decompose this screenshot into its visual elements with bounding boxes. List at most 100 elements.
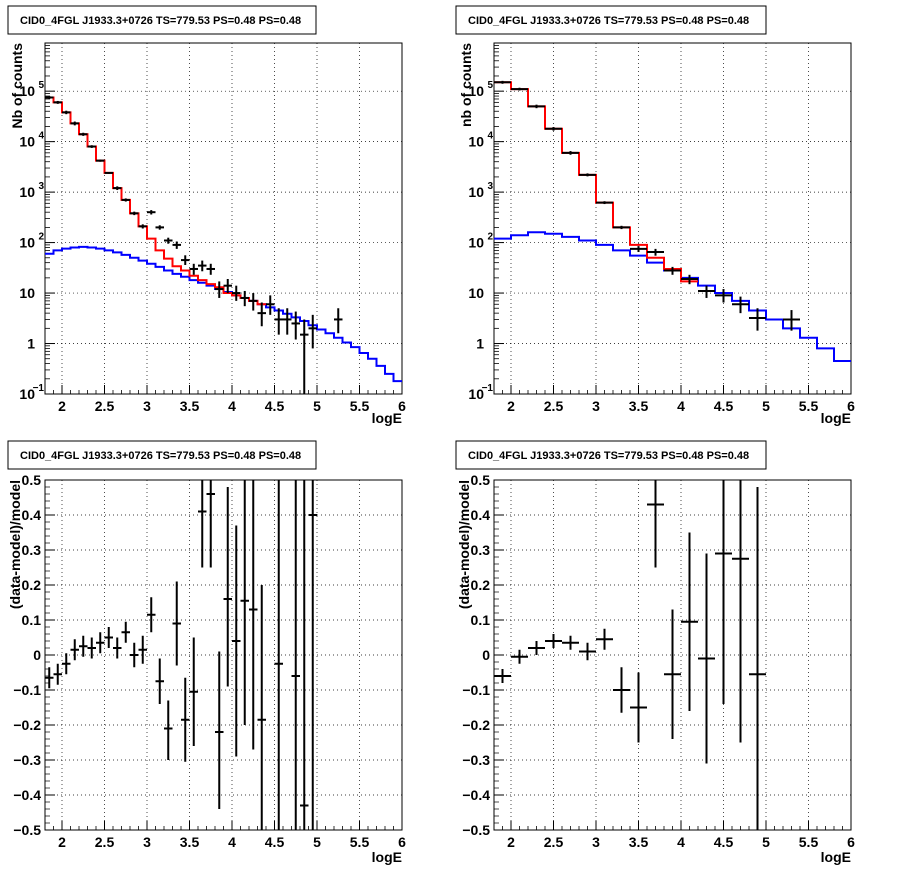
x-tick-label: 2 xyxy=(507,398,515,414)
y-tick-label: 10 xyxy=(19,285,35,301)
data-point xyxy=(732,296,749,314)
data-point xyxy=(308,314,317,349)
data-point xyxy=(511,87,528,91)
data-point xyxy=(749,308,766,331)
data-point xyxy=(172,581,181,666)
data-point xyxy=(240,290,249,307)
data-point xyxy=(53,663,62,685)
data-point xyxy=(206,263,215,275)
data-point xyxy=(87,637,96,659)
y-tick-label: 0.3 xyxy=(22,542,42,558)
x-tick-label: 5 xyxy=(762,398,770,414)
grid xyxy=(45,479,403,831)
data-point xyxy=(181,677,190,762)
data-point xyxy=(155,225,164,230)
data-point xyxy=(121,621,130,643)
grid xyxy=(45,43,403,395)
x-tick-label: 6 xyxy=(847,398,855,414)
y-tick-label: −0.1 xyxy=(13,682,41,698)
data-point xyxy=(147,597,156,633)
data-point xyxy=(596,628,613,650)
y-tick-label: −0.2 xyxy=(462,717,490,733)
x-tick-label: 4 xyxy=(677,398,685,414)
x-tick-label: 3.5 xyxy=(629,834,649,850)
y-tick-label: 10 xyxy=(19,134,35,150)
total-model-histogram xyxy=(494,81,698,283)
background-model-line xyxy=(494,231,851,363)
y-tick-label: 10 xyxy=(468,285,484,301)
x-tick-label: 3 xyxy=(143,834,151,850)
y-tick-label: 10 xyxy=(19,184,35,200)
x-tick-label: 3.5 xyxy=(180,834,200,850)
y-tick-label: 10 xyxy=(19,386,35,402)
x-axis-label: logE xyxy=(821,849,851,865)
data-point xyxy=(681,274,698,285)
x-tick-label: 6 xyxy=(398,834,406,850)
data-point xyxy=(70,639,79,661)
x-tick-label: 3.5 xyxy=(629,398,649,414)
y-tick-exponent: 3 xyxy=(487,181,493,192)
data-point xyxy=(87,145,96,148)
data-point xyxy=(147,210,156,215)
y-tick-label: 10 xyxy=(468,386,484,402)
x-tick-label: 3 xyxy=(143,398,151,414)
panel-counts-right: CID0_4FGL J1933.3+0726 TS=779.53 PS=0.48… xyxy=(455,5,855,426)
y-tick-exponent: 4 xyxy=(487,131,493,142)
x-ticks: 2 2.5 3 3.5 4 4.5 5 5.5 6 xyxy=(53,821,406,850)
x-tick-label: 5 xyxy=(313,834,321,850)
data-point xyxy=(181,255,190,265)
y-tick-exponent: 2 xyxy=(487,232,493,243)
data-point xyxy=(215,281,224,298)
data-point xyxy=(189,263,198,275)
y-tick-label: 10 xyxy=(468,184,484,200)
y-tick-label: 0.1 xyxy=(22,612,42,628)
panel-residuals-right: CID0_4FGL J1933.3+0726 TS=779.53 PS=0.48… xyxy=(455,440,855,865)
data-point xyxy=(198,480,207,568)
data-point xyxy=(164,700,173,760)
data-point xyxy=(113,186,122,191)
y-tick-label: 0 xyxy=(33,647,41,663)
y-tick-exponent: 5 xyxy=(38,80,44,91)
data-point xyxy=(138,635,147,664)
y-tick-label: 1 xyxy=(27,336,35,352)
panel-counts-left: CID0_4FGL J1933.3+0726 TS=779.53 PS=0.48… xyxy=(7,5,406,426)
data-point xyxy=(45,667,54,689)
x-tick-label: 5.5 xyxy=(799,834,819,850)
x-tick-label: 3 xyxy=(592,398,600,414)
data-point xyxy=(130,211,139,216)
background-model-histogram xyxy=(45,245,402,383)
x-tick-label: 2.5 xyxy=(544,398,564,414)
panel-title: CID0_4FGL J1933.3+0726 TS=779.53 PS=0.48… xyxy=(20,15,301,27)
y-tick-label: 0.4 xyxy=(471,507,491,523)
data-point xyxy=(291,311,300,340)
panel-title: CID0_4FGL J1933.3+0726 TS=779.53 PS=0.48… xyxy=(468,450,749,462)
x-tick-label: 5.5 xyxy=(799,398,819,414)
data-points xyxy=(494,480,766,830)
y-axis-label: nb of counts xyxy=(458,43,474,127)
data-point xyxy=(249,293,258,311)
data-point xyxy=(579,173,596,177)
x-tick-label: 2 xyxy=(58,398,66,414)
data-point xyxy=(562,635,579,650)
data-point xyxy=(104,627,113,648)
data-point xyxy=(164,237,173,244)
x-tick-label: 4.5 xyxy=(265,398,285,414)
data-point xyxy=(79,635,88,657)
data-point xyxy=(45,96,54,99)
y-tick-exponent: 4 xyxy=(38,131,44,142)
data-point xyxy=(155,658,164,704)
data-point xyxy=(121,198,130,202)
data-point xyxy=(300,480,309,830)
y-tick-exponent: 5 xyxy=(487,80,493,91)
y-tick-label: −0.3 xyxy=(462,752,490,768)
data-point xyxy=(613,667,630,713)
x-tick-label: 5.5 xyxy=(350,398,370,414)
x-tick-label: 2.5 xyxy=(544,834,564,850)
data-point xyxy=(664,609,681,739)
data-point xyxy=(528,641,545,655)
data-point xyxy=(266,295,275,315)
y-tick-label: 0.2 xyxy=(22,577,42,593)
title-box xyxy=(7,5,317,35)
